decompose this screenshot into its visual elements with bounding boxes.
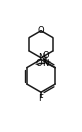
Text: F: F	[39, 94, 43, 103]
Text: O: O	[36, 59, 42, 68]
Text: +: +	[45, 59, 50, 64]
Text: N: N	[38, 53, 44, 62]
Text: O: O	[38, 26, 44, 35]
Text: −: −	[35, 61, 39, 66]
Text: O: O	[43, 51, 49, 60]
Text: N: N	[42, 59, 49, 68]
